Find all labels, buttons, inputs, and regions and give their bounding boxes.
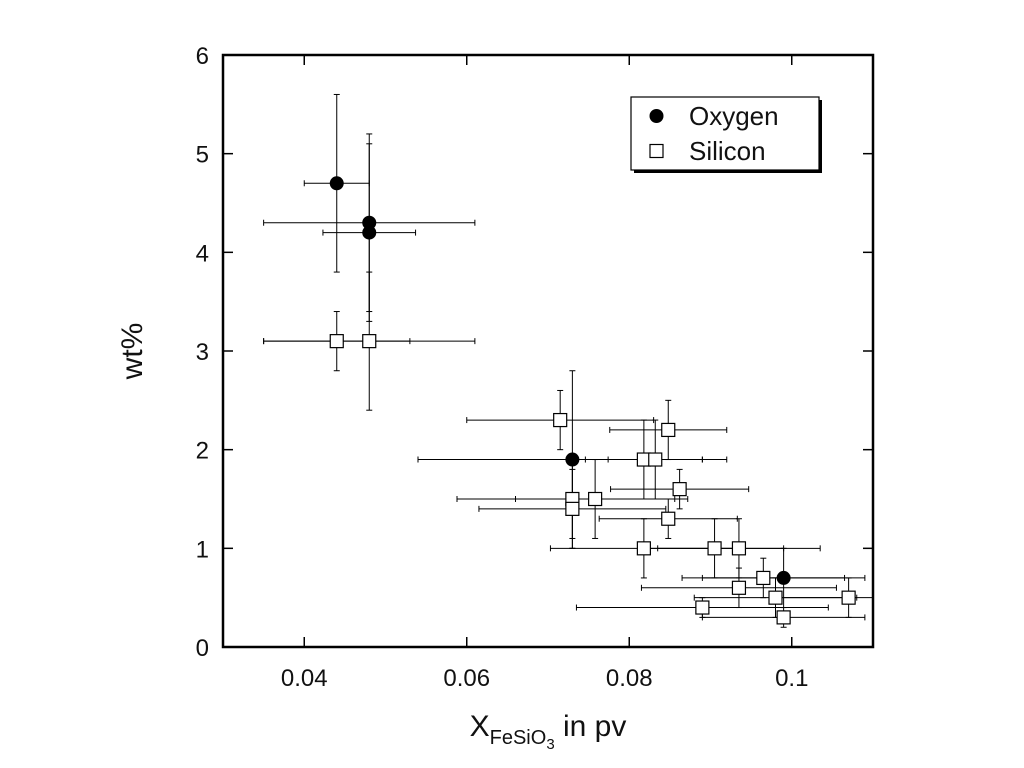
y-axis-label: wt%: [116, 323, 149, 381]
legend-label: Silicon: [689, 136, 766, 166]
x-tick-label: 0.04: [281, 665, 328, 692]
silicon-point: [731, 541, 747, 556]
oxygen-point: [776, 570, 791, 585]
legend-label: Oxygen: [689, 101, 779, 131]
x-axis-label-subsubscript: 3: [546, 736, 554, 753]
x-axis-label-subscript: FeSiO: [490, 727, 547, 749]
silicon-point: [672, 482, 687, 497]
axes: 0.04 0.06 0.08 0.1 0 1 2 3 4 5 6: [196, 43, 875, 692]
oxygen-point: [565, 452, 580, 467]
legend-marker-silicon: [649, 143, 664, 159]
oxygen-point: [362, 225, 377, 240]
silicon-point: [565, 501, 580, 516]
silicon-point: [661, 511, 676, 526]
y-tick-label: 3: [196, 339, 209, 366]
silicon-point: [841, 590, 856, 605]
y-tick-label: 0: [196, 635, 209, 662]
y-tick-label: 2: [196, 438, 209, 465]
silicon-point: [756, 570, 771, 586]
silicon-point: [362, 334, 377, 349]
y-tick-label: 1: [196, 536, 209, 563]
silicon-point: [588, 491, 603, 507]
plot-area: [263, 93, 873, 628]
legend: Oxygen Silicon: [630, 96, 822, 173]
silicon-point: [707, 541, 722, 556]
x-axis-label-main: X: [470, 710, 490, 743]
x-tick-label: 0.08: [606, 665, 653, 692]
x-tick-label: 0.1: [775, 665, 808, 692]
silicon-point: [329, 334, 344, 349]
markers: [329, 176, 856, 625]
x-axis-label-rest: in pv: [555, 710, 627, 743]
silicon-point: [553, 412, 568, 428]
y-tick-label: 4: [196, 240, 209, 267]
legend-marker-oxygen: [649, 109, 664, 123]
x-axis-label: XFeSiO3 in pv: [470, 710, 627, 753]
y-tick-label: 6: [196, 43, 209, 70]
silicon-point: [768, 590, 783, 605]
silicon-point: [648, 452, 663, 467]
oxygen-point: [329, 176, 344, 191]
x-tick-label: 0.06: [443, 665, 490, 692]
y-tick-label: 5: [196, 142, 209, 169]
silicon-point: [636, 541, 651, 556]
silicon-point: [776, 610, 791, 625]
silicon-point: [661, 422, 676, 438]
silicon-point: [731, 580, 747, 595]
silicon-point: [695, 600, 710, 615]
error-bars: [263, 93, 873, 628]
